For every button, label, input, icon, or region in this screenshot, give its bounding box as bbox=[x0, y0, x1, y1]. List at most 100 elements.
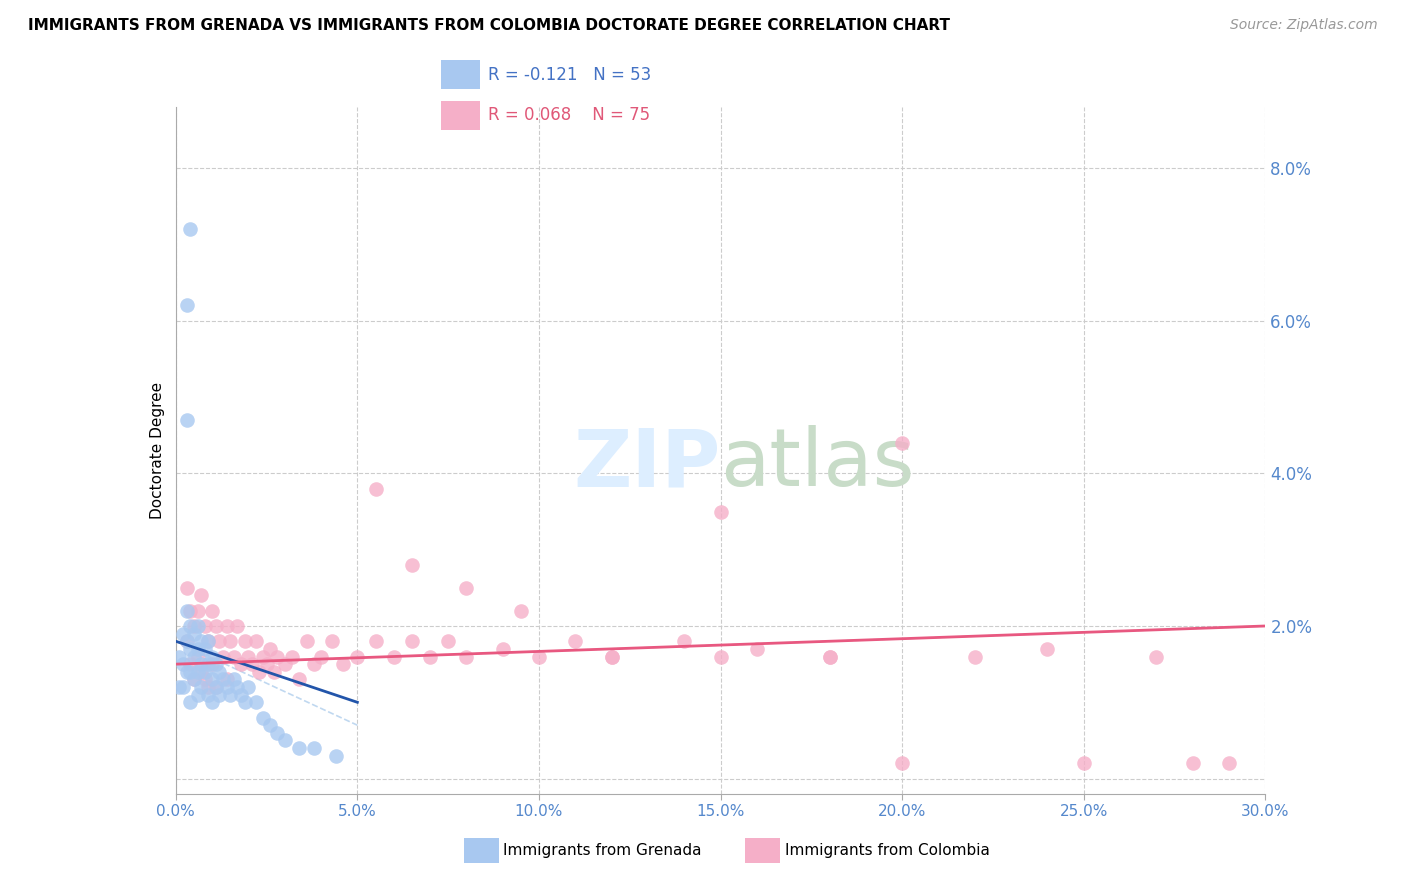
Point bbox=[891, 435, 914, 450]
Point bbox=[288, 673, 311, 687]
Point bbox=[190, 680, 212, 694]
Point bbox=[600, 649, 623, 664]
Point bbox=[891, 756, 914, 771]
Point bbox=[190, 665, 212, 679]
Point bbox=[186, 604, 209, 618]
Point bbox=[710, 649, 733, 664]
Point bbox=[190, 634, 212, 648]
Point bbox=[197, 634, 219, 648]
Point bbox=[194, 665, 217, 679]
Y-axis label: Doctorate Degree: Doctorate Degree bbox=[149, 382, 165, 519]
Point bbox=[1218, 756, 1240, 771]
Point bbox=[346, 649, 368, 664]
Point bbox=[364, 482, 387, 496]
Point bbox=[179, 604, 201, 618]
Point bbox=[201, 649, 224, 664]
Point bbox=[169, 649, 191, 664]
Point bbox=[219, 634, 242, 648]
Text: R = 0.068    N = 75: R = 0.068 N = 75 bbox=[488, 106, 650, 124]
Point bbox=[176, 413, 198, 427]
Point bbox=[172, 626, 194, 640]
Point bbox=[673, 634, 696, 648]
Point bbox=[204, 619, 226, 633]
Point bbox=[818, 649, 841, 664]
Point bbox=[201, 604, 224, 618]
Point bbox=[197, 680, 219, 694]
Bar bbox=[441, 101, 479, 130]
Point bbox=[527, 649, 550, 664]
Point bbox=[252, 710, 274, 724]
Point bbox=[238, 649, 260, 664]
Point bbox=[1036, 641, 1059, 656]
Point bbox=[215, 680, 238, 694]
Point bbox=[176, 634, 198, 648]
Point bbox=[212, 673, 235, 687]
Point bbox=[179, 641, 201, 656]
Point bbox=[231, 657, 253, 672]
Point bbox=[208, 688, 231, 702]
Point bbox=[186, 649, 209, 664]
Point bbox=[274, 657, 297, 672]
Point bbox=[176, 581, 198, 595]
Bar bbox=[441, 61, 479, 89]
Point bbox=[401, 634, 423, 648]
Point bbox=[233, 634, 256, 648]
Text: Immigrants from Grenada: Immigrants from Grenada bbox=[503, 844, 702, 858]
Point bbox=[321, 634, 343, 648]
Point bbox=[201, 657, 224, 672]
Point bbox=[197, 657, 219, 672]
Point bbox=[600, 649, 623, 664]
Point bbox=[186, 619, 209, 633]
Point bbox=[197, 634, 219, 648]
Point bbox=[245, 634, 267, 648]
Point bbox=[325, 748, 347, 763]
Point bbox=[176, 604, 198, 618]
Point bbox=[240, 657, 263, 672]
Point bbox=[194, 673, 217, 687]
Point bbox=[233, 695, 256, 709]
Point bbox=[263, 665, 285, 679]
Point bbox=[238, 680, 260, 694]
Point bbox=[194, 619, 217, 633]
Point bbox=[179, 222, 201, 236]
Point bbox=[266, 649, 288, 664]
Point bbox=[401, 558, 423, 572]
Point bbox=[176, 634, 198, 648]
Point bbox=[492, 641, 515, 656]
Point bbox=[194, 641, 217, 656]
Point bbox=[179, 665, 201, 679]
Point bbox=[179, 657, 201, 672]
Point bbox=[215, 673, 238, 687]
Point bbox=[226, 680, 249, 694]
Text: Immigrants from Colombia: Immigrants from Colombia bbox=[785, 844, 990, 858]
Point bbox=[201, 673, 224, 687]
Text: atlas: atlas bbox=[721, 425, 915, 503]
Point bbox=[201, 695, 224, 709]
Point bbox=[288, 741, 311, 756]
Point bbox=[215, 619, 238, 633]
Point bbox=[186, 688, 209, 702]
Text: R = -0.121   N = 53: R = -0.121 N = 53 bbox=[488, 66, 651, 84]
Point bbox=[179, 619, 201, 633]
Point bbox=[1146, 649, 1168, 664]
Point bbox=[564, 634, 586, 648]
Point bbox=[274, 733, 297, 747]
Point bbox=[204, 680, 226, 694]
Point bbox=[172, 657, 194, 672]
Point bbox=[247, 665, 270, 679]
Point bbox=[302, 741, 325, 756]
Point bbox=[456, 581, 478, 595]
Point bbox=[1073, 756, 1095, 771]
Point bbox=[222, 649, 245, 664]
Text: IMMIGRANTS FROM GRENADA VS IMMIGRANTS FROM COLOMBIA DOCTORATE DEGREE CORRELATION: IMMIGRANTS FROM GRENADA VS IMMIGRANTS FR… bbox=[28, 18, 950, 33]
Point bbox=[183, 673, 205, 687]
Point bbox=[176, 665, 198, 679]
Point bbox=[204, 657, 226, 672]
Point bbox=[212, 649, 235, 664]
Point bbox=[419, 649, 441, 664]
Point bbox=[183, 619, 205, 633]
Point bbox=[259, 641, 281, 656]
Point bbox=[245, 695, 267, 709]
Point bbox=[183, 649, 205, 664]
Point bbox=[169, 680, 191, 694]
